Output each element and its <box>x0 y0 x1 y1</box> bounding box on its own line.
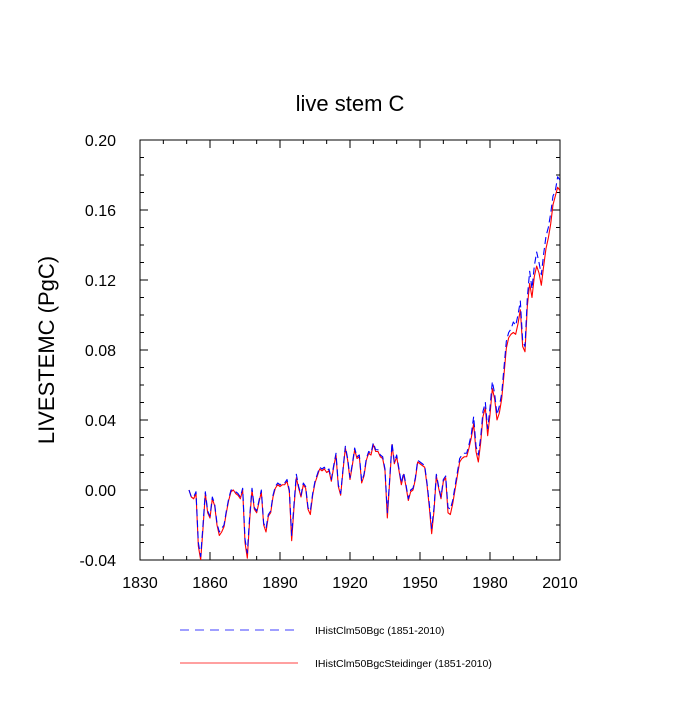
axis-ticks <box>139 139 561 561</box>
x-tick-label: 1950 <box>402 575 438 592</box>
legend: IHistClm50Bgc (1851-2010) IHistClm50BgcS… <box>180 625 492 670</box>
plot-frame <box>139 139 561 561</box>
y-tick-label: 0.04 <box>85 413 116 430</box>
legend-label-series-2: IHistClm50BgcSteidinger (1851-2010) <box>315 658 492 670</box>
y-tick-label: 0.00 <box>85 483 116 500</box>
x-tick-label: 1980 <box>472 575 508 592</box>
y-axis-label: LIVESTEMC (PgC) <box>34 256 59 444</box>
x-tick-label: 1860 <box>192 575 228 592</box>
y-tick-label: -0.04 <box>80 553 117 570</box>
x-tick-label: 2010 <box>542 575 578 592</box>
series-line-2 <box>188 186 560 560</box>
chart-title: live stem C <box>296 91 405 116</box>
legend-label-series-1: IHistClm50Bgc (1851-2010) <box>315 625 445 637</box>
x-tick-label: 1830 <box>122 575 158 592</box>
x-tick-label: 1920 <box>332 575 368 592</box>
y-tick-label: 0.08 <box>85 343 116 360</box>
x-tick-label: 1890 <box>262 575 298 592</box>
y-tick-label: 0.12 <box>85 273 116 290</box>
y-tick-label: 0.16 <box>85 203 116 220</box>
y-tick-label: 0.20 <box>85 133 116 150</box>
series-layer <box>188 176 560 560</box>
series-line-1 <box>188 176 560 558</box>
axis-tick-labels: 1830 1860 1890 1920 1950 1980 2010 -0.04 0.00 0.0… <box>80 133 578 592</box>
